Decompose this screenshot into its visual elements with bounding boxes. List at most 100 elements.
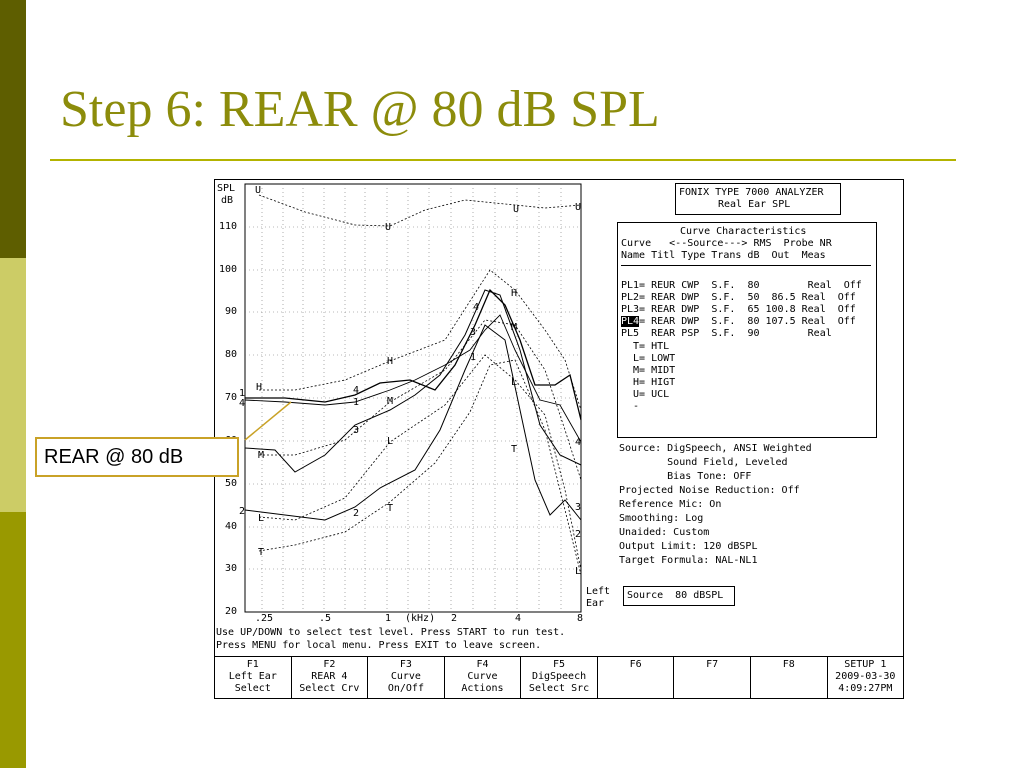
svg-text:T: T bbox=[387, 503, 393, 514]
svg-text:T: T bbox=[511, 444, 517, 455]
fkey-line2: Curve bbox=[467, 671, 498, 682]
y-tick: 100 bbox=[219, 264, 238, 275]
source-level-text: Source 80 dBSPL bbox=[627, 590, 724, 601]
curve-name: PL2= bbox=[621, 292, 646, 303]
fkey-f5-select-source[interactable]: F5 DigSpeech Select Src bbox=[521, 657, 598, 699]
fkey-f3-curve-on-off[interactable]: F3 Curve On/Off bbox=[368, 657, 445, 699]
pl1-reur-curve bbox=[244, 314, 582, 443]
fkey-f2-select-curve[interactable]: F2 REAR 4 Select Crv bbox=[292, 657, 369, 699]
svg-text:1: 1 bbox=[239, 388, 245, 399]
y-tick: 90 bbox=[225, 306, 238, 317]
ear-label-left: Left bbox=[586, 586, 611, 597]
instruction-line-2: Press MENU for local menu. Press EXIT to… bbox=[216, 640, 542, 651]
curve-row-pl1[interactable]: PL1= REUR CWP S.F. 80 Real Off bbox=[621, 280, 862, 292]
legend-item-dash: - bbox=[621, 401, 640, 412]
fkey-line3: Select Src bbox=[528, 683, 590, 694]
y-tick: 50 bbox=[225, 478, 238, 489]
y-tick: 70 bbox=[225, 392, 238, 403]
settings-reference-mic: Reference Mic: On bbox=[619, 499, 722, 510]
callout-leader bbox=[244, 401, 292, 441]
legend-item-ucl: U= UCL bbox=[621, 389, 670, 400]
svg-text:4: 4 bbox=[473, 302, 479, 313]
fkey-f6[interactable]: F6 bbox=[598, 657, 675, 699]
legend-item-lowt: L= LOWT bbox=[621, 353, 676, 364]
fkey-key: F3 bbox=[399, 659, 412, 670]
fkey-key: F8 bbox=[782, 659, 795, 670]
settings-output-limit: Output Limit: 120 dBSPL bbox=[619, 541, 758, 552]
curve-table-header-2: Name Titl Type Trans dB Out Meas bbox=[621, 250, 826, 261]
svg-text:3: 3 bbox=[470, 327, 476, 338]
y-tick: 110 bbox=[219, 221, 238, 232]
x-tick: 1 bbox=[385, 613, 392, 624]
curve-row-pl4-selected[interactable]: PL4= REAR DWP S.F. 80 107.5 Real Off bbox=[621, 316, 856, 328]
fkey-line2: REAR 4 bbox=[311, 671, 348, 682]
x-tick: 8 bbox=[577, 613, 584, 624]
curve-row-pl2[interactable]: PL2= REAR DWP S.F. 50 86.5 Real Off bbox=[621, 292, 856, 304]
source-level-box[interactable]: Source 80 dBSPL bbox=[623, 586, 735, 606]
lowt-curve bbox=[258, 354, 582, 571]
fkey-f1-left-ear-select[interactable]: F1 Left Ear Select bbox=[215, 657, 292, 699]
svg-text:U: U bbox=[255, 185, 261, 196]
curve-name: PL3= bbox=[621, 304, 646, 315]
curve-details: REUR CWP S.F. 80 Real Off bbox=[645, 280, 862, 291]
fkey-key: F4 bbox=[476, 659, 489, 670]
left-accent-bar-middle bbox=[0, 258, 26, 512]
legend-item-htl: T= HTL bbox=[621, 341, 670, 352]
y-axis-label-spl: SPL bbox=[217, 183, 236, 194]
fkey-key: F7 bbox=[706, 659, 719, 670]
x-tick: 4 bbox=[515, 613, 522, 624]
legend-item-midt: M= MIDT bbox=[621, 365, 676, 376]
pl3-rear-curve bbox=[244, 289, 582, 473]
y-tick: 80 bbox=[225, 349, 238, 360]
svg-text:L: L bbox=[511, 377, 517, 388]
svg-text:M: M bbox=[511, 322, 517, 333]
curve-table-header-1: Curve <--Source---> RMS Probe NR bbox=[621, 238, 832, 249]
svg-text:U: U bbox=[385, 222, 391, 233]
svg-text:H: H bbox=[511, 288, 517, 299]
settings-unaided: Unaided: Custom bbox=[619, 527, 710, 538]
slide-title: Step 6: REAR @ 80 dB SPL bbox=[60, 81, 660, 138]
analyzer-model: FONIX TYPE 7000 ANALYZER bbox=[679, 187, 824, 198]
curve-name: PL1= bbox=[621, 280, 646, 291]
fkey-f7[interactable]: F7 bbox=[674, 657, 751, 699]
x-tick: .25 bbox=[255, 613, 274, 624]
y-tick: 20 bbox=[225, 606, 238, 617]
svg-text:3: 3 bbox=[353, 425, 359, 436]
settings-source: Source: DigSpeech, ANSI Weighted bbox=[619, 443, 812, 454]
fkey-line3: Select Crv bbox=[299, 683, 360, 694]
curve-details: = REAR DWP S.F. 80 107.5 Real Off bbox=[639, 316, 856, 327]
curve-characteristics-box: Curve Characteristics Curve <--Source---… bbox=[617, 222, 877, 438]
svg-text:2: 2 bbox=[353, 508, 359, 519]
higt-curve bbox=[259, 269, 582, 411]
fkey-f4-curve-actions[interactable]: F4 Curve Actions bbox=[445, 657, 522, 699]
curve-row-pl3[interactable]: PL3= REAR DWP S.F. 65 100.8 Real Off bbox=[621, 304, 856, 316]
fkey-line3: On/Off bbox=[387, 683, 424, 694]
svg-text:H: H bbox=[387, 356, 393, 367]
svg-text:H: H bbox=[256, 382, 262, 393]
x-tick: 2 bbox=[451, 613, 458, 624]
curve-table-title: Curve Characteristics bbox=[680, 226, 807, 237]
svg-text:1: 1 bbox=[470, 352, 476, 363]
fkey-key: F2 bbox=[323, 659, 336, 670]
curve-details: REAR PSP S.F. 90 Real bbox=[645, 328, 832, 339]
fkey-line2: DigSpeech bbox=[531, 671, 587, 682]
left-accent-bar-top bbox=[0, 0, 26, 258]
y-tick: 40 bbox=[225, 521, 238, 532]
svg-text:1: 1 bbox=[353, 397, 359, 408]
x-tick: .5 bbox=[319, 613, 332, 624]
curve-name: PL5 bbox=[621, 328, 646, 339]
curve-row-pl5[interactable]: PL5 REAR PSP S.F. 90 Real bbox=[621, 328, 832, 340]
fkey-setup-datetime[interactable]: SETUP 1 2009-03-30 4:09:27PM bbox=[828, 657, 904, 699]
fkey-f8[interactable]: F8 bbox=[751, 657, 828, 699]
settings-sound-field: Sound Field, Leveled bbox=[619, 457, 788, 468]
settings-noise-reduction: Projected Noise Reduction: Off bbox=[619, 485, 800, 496]
svg-text:L: L bbox=[258, 513, 264, 524]
svg-text:2: 2 bbox=[239, 506, 245, 517]
fkey-line3: Select bbox=[234, 683, 271, 694]
setup-date: 2009-03-30 bbox=[835, 671, 896, 682]
legend-item-higt: H= HIGT bbox=[621, 377, 676, 388]
settings-bias-tone: Bias Tone: OFF bbox=[619, 471, 752, 482]
svg-text:M: M bbox=[258, 450, 264, 461]
